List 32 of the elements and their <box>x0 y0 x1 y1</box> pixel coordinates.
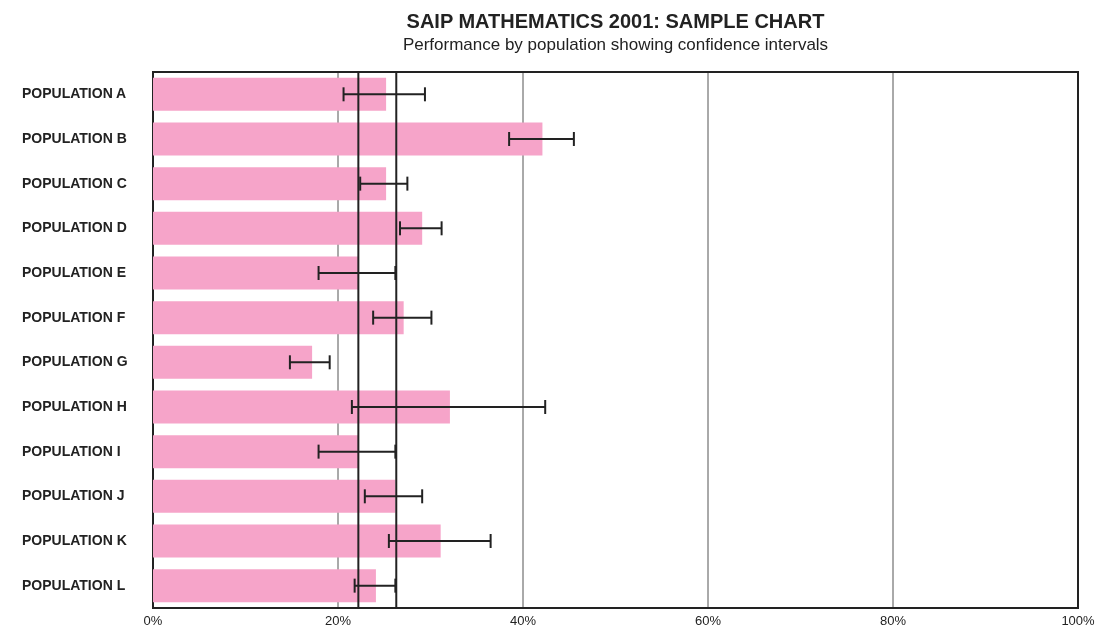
y-tick-label: POPULATION F <box>22 308 126 325</box>
x-tick-label: 60% <box>694 613 722 629</box>
y-tick-label: POPULATION L <box>22 576 126 593</box>
bar <box>153 301 404 335</box>
chart-title: SAIP MATHEMATICS 2001: SAMPLE CHART <box>405 9 826 34</box>
bar <box>153 524 441 558</box>
bar <box>153 435 359 469</box>
y-tick-label: POPULATION H <box>22 398 127 414</box>
bar <box>153 122 543 156</box>
chart-subtitle: Performance by population showing confidence intervals <box>401 34 830 56</box>
bar <box>153 211 423 245</box>
x-tick-label: 100% <box>1061 613 1096 629</box>
bar <box>153 77 387 111</box>
y-tick-label: POPULATION J <box>22 487 125 504</box>
x-tick-label: 0% <box>143 613 163 629</box>
bar <box>153 345 313 379</box>
bar <box>153 167 387 201</box>
y-tick-label: POPULATION B <box>22 130 127 146</box>
y-tick-label: POPULATION A <box>22 85 127 102</box>
y-tick-label: POPULATION C <box>22 174 127 191</box>
x-tick-label: 20% <box>324 613 352 629</box>
bar <box>153 569 376 603</box>
y-tick-label: POPULATION K <box>22 532 127 548</box>
bar <box>153 479 396 513</box>
x-tick-label: 40% <box>509 613 537 629</box>
y-tick-label: POPULATION E <box>22 264 126 280</box>
y-tick-label: POPULATION D <box>22 219 127 236</box>
y-tick-label: POPULATION I <box>22 442 121 459</box>
y-tick-label: POPULATION G <box>22 353 128 370</box>
bar <box>153 256 359 290</box>
bar <box>153 390 450 424</box>
x-tick-label: 80% <box>879 613 907 629</box>
